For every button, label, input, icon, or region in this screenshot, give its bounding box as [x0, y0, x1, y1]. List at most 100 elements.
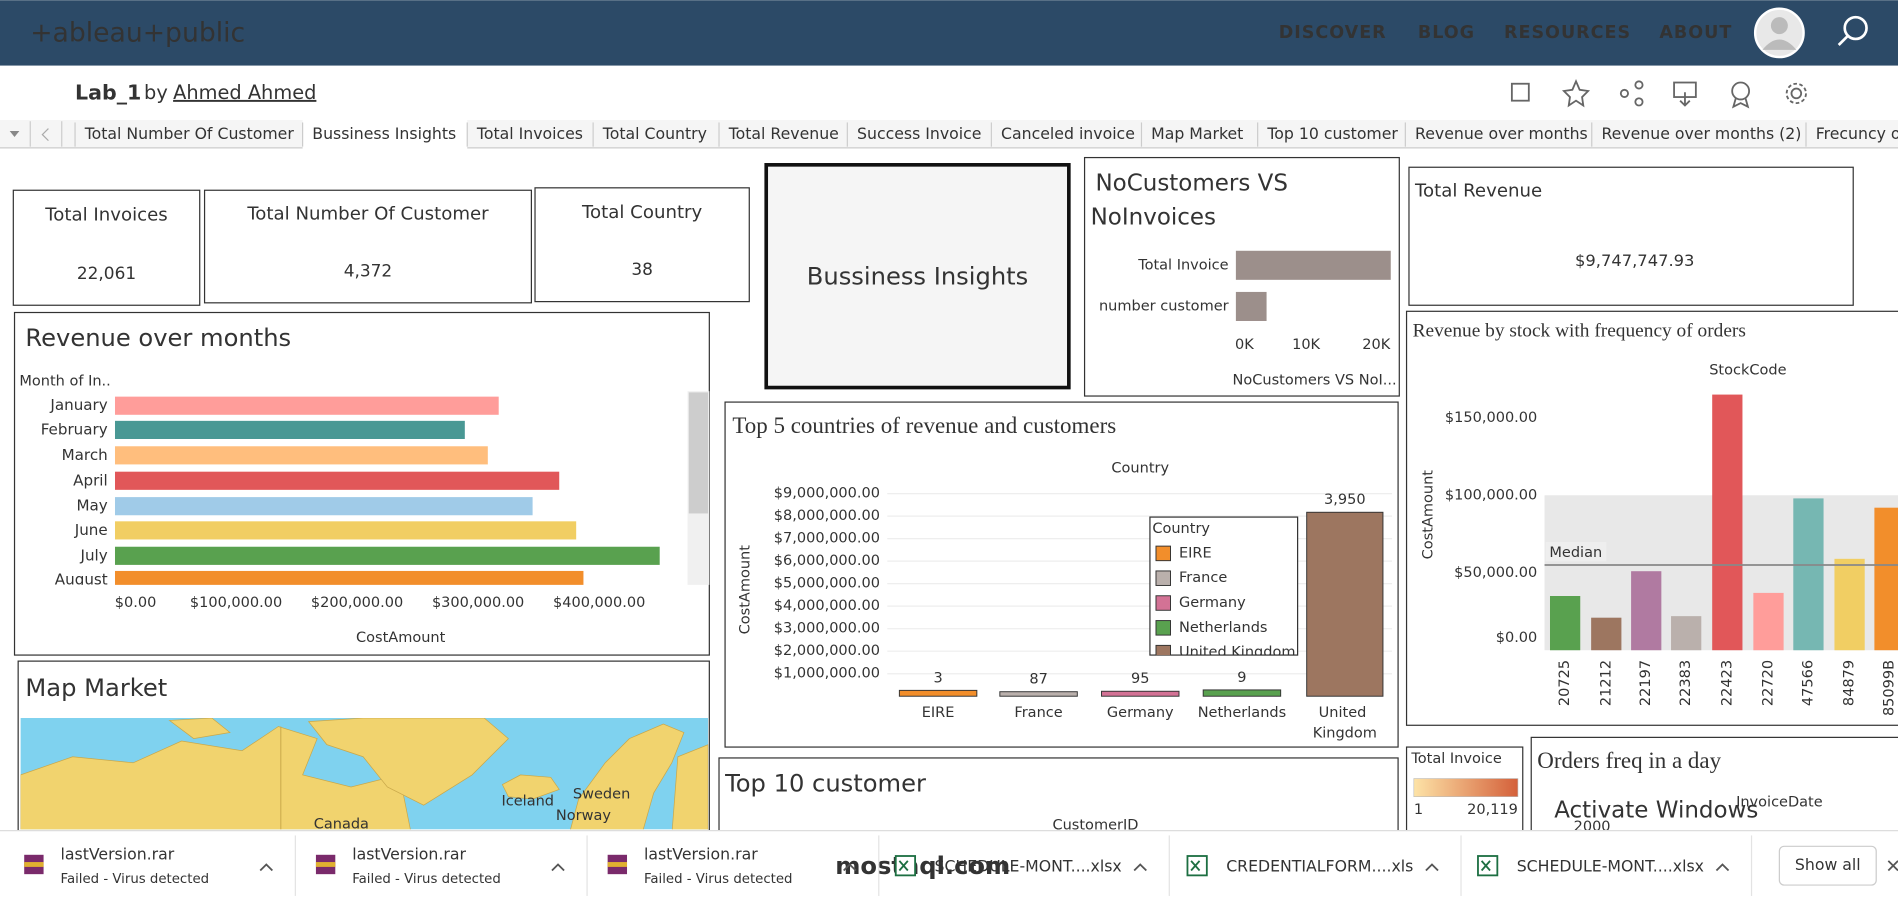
nav-link[interactable]: ABOUT: [1659, 23, 1732, 43]
land: [501, 774, 560, 800]
nav-link[interactable]: BLOG: [1418, 23, 1475, 43]
row-header: Month of In..: [19, 374, 110, 390]
nav-link[interactable]: DISCOVER: [1279, 23, 1387, 43]
search-icon[interactable]: [1837, 15, 1868, 46]
chevron: [1715, 863, 1730, 872]
chevron: [1133, 863, 1147, 872]
avatar[interactable]: [1753, 7, 1805, 59]
category-label: June: [74, 521, 108, 539]
map-label: Canada: [314, 817, 369, 833]
y-tick-label: $150,000.00: [1445, 410, 1537, 426]
download-item[interactable]: lastVersion.rar Failed - Virus detected: [24, 844, 273, 887]
axis-title: CostAmount: [356, 630, 446, 646]
tab[interactable]: Total Invoices: [476, 124, 583, 143]
tab[interactable]: Total Country: [602, 124, 707, 143]
column-header: CustomerID: [1052, 818, 1138, 834]
y-tick-label: $3,000,000.00: [774, 621, 880, 637]
download-item[interactable]: SCHEDULE-MONT....xlsx: [894, 855, 1147, 877]
tab[interactable]: Total Number Of Customer: [84, 124, 295, 143]
land: [671, 744, 709, 830]
category-label: February: [41, 420, 108, 438]
chart-card: [1530, 736, 1898, 831]
column-header: StockCode: [1709, 363, 1786, 379]
tab[interactable]: Total Revenue: [728, 124, 839, 143]
legend-max: 20,119: [1467, 802, 1518, 818]
tab[interactable]: Revenue over months (2): [1601, 124, 1801, 143]
land: [570, 723, 685, 830]
chart-title: NoCustomers VS: [1095, 171, 1288, 197]
file-icon-band: [315, 862, 336, 867]
tab[interactable]: Map Market: [1151, 124, 1243, 143]
x-tick-label: 47566: [1800, 660, 1816, 706]
tab[interactable]: Frecuncy o: [1816, 124, 1898, 143]
chevron: [259, 863, 273, 872]
x-tick-label: 20K: [1362, 337, 1390, 353]
map-label: Iceland: [501, 794, 554, 810]
kpi-value: 38: [631, 259, 653, 279]
kpi-value: $9,747,747.93: [1575, 251, 1694, 270]
legend-swatch: [1155, 644, 1171, 656]
nav-link[interactable]: RESOURCES: [1504, 23, 1631, 43]
show-all-label[interactable]: Show all: [1795, 855, 1861, 874]
x-tick-label: Germany: [1107, 705, 1174, 721]
y-tick-label: $1,000,000.00: [774, 666, 880, 682]
x-tick-label: 22197: [1638, 660, 1654, 706]
tab-arrows[interactable]: [9, 121, 63, 147]
chart-title: Top 5 countries of revenue and customers: [732, 413, 1116, 438]
x-tick-label: EIRE: [922, 705, 955, 721]
legend-label: EIRE: [1179, 545, 1212, 561]
kpi-title: Total Country: [581, 202, 702, 223]
x-tick-label: 84879: [1842, 660, 1858, 706]
tab[interactable]: Revenue over months: [1415, 124, 1588, 143]
file-icon: [894, 855, 917, 877]
file-name: SCHEDULE-MONT....xlsx: [1517, 856, 1704, 875]
land: [168, 718, 231, 739]
x-tick-label: $100,000.00: [190, 595, 282, 611]
toolbar-icons[interactable]: [1510, 79, 1807, 109]
bar: [1202, 689, 1282, 697]
by-label: by: [144, 81, 168, 104]
x-tick-label: 22720: [1760, 660, 1776, 706]
download-item[interactable]: CREDENTIALFORM....xls: [1186, 855, 1439, 877]
tab[interactable]: Top 10 customer: [1266, 124, 1398, 143]
author-link[interactable]: Ahmed Ahmed: [173, 81, 316, 104]
show-all-button[interactable]: [1778, 845, 1877, 886]
category-label: March: [62, 446, 108, 464]
bar: [1712, 394, 1743, 651]
median-label-bg: [1545, 542, 1607, 562]
category-label: August: [55, 571, 108, 589]
close-icon[interactable]: [1887, 860, 1898, 872]
file-name: lastVersion.rar: [644, 844, 758, 863]
color-ramp: [1413, 778, 1519, 797]
scrollbar-thumb[interactable]: [688, 392, 709, 514]
download-item[interactable]: lastVersion.rar Failed - Virus detected: [607, 844, 857, 887]
category-label: Total Invoice: [1137, 257, 1228, 273]
legend-swatch: [1155, 545, 1171, 562]
legend: [1149, 516, 1299, 656]
tab[interactable]: Bussiness Insights: [312, 124, 456, 143]
legend-label: France: [1179, 570, 1227, 586]
x-tick-label: $0.00: [115, 595, 157, 611]
download-item[interactable]: lastVersion.rar Failed - Virus detected: [315, 844, 565, 887]
category-label: July: [80, 546, 108, 564]
x-tick-label: 22383: [1678, 660, 1694, 706]
kpi-card: [1408, 166, 1854, 306]
bar: [1591, 617, 1622, 651]
insights-card: [764, 163, 1071, 390]
tab[interactable]: Canceled invoice: [1001, 124, 1135, 143]
stock-chart: Revenue by stock with frequency of order…: [1413, 320, 1898, 716]
file-name: lastVersion.rar: [352, 844, 466, 863]
x-tick-label: $300,000.00: [432, 595, 524, 611]
land: [307, 718, 509, 806]
tab[interactable]: Success Invoice: [857, 124, 981, 143]
legend-min: 1: [1414, 802, 1423, 818]
data-label: 3: [933, 670, 942, 686]
median-label: Median: [1549, 545, 1602, 561]
download-item[interactable]: SCHEDULE-MONT....xlsx: [1477, 855, 1730, 877]
x-tick-label: 0K: [1235, 337, 1254, 353]
data-label: 9: [1237, 670, 1246, 686]
logo[interactable]: +ableau+public: [30, 18, 245, 49]
data-label: 87: [1029, 672, 1047, 688]
legend-title: Total Invoice: [1410, 751, 1501, 767]
